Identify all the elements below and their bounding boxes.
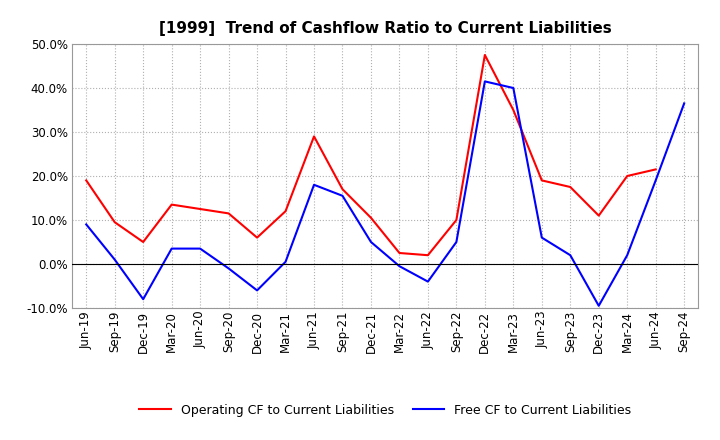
Operating CF to Current Liabilities: [225, 211, 233, 216]
Free CF to Current Liabilities: [395, 264, 404, 269]
Line: Free CF to Current Liabilities: Free CF to Current Liabilities: [86, 81, 684, 306]
Free CF to Current Liabilities: [282, 259, 290, 264]
Free CF to Current Liabilities: [139, 297, 148, 302]
Free CF to Current Liabilities: [82, 222, 91, 227]
Free CF to Current Liabilities: [595, 303, 603, 308]
Operating CF to Current Liabilities: [196, 206, 204, 212]
Operating CF to Current Liabilities: [82, 178, 91, 183]
Free CF to Current Liabilities: [196, 246, 204, 251]
Free CF to Current Liabilities: [652, 178, 660, 183]
Operating CF to Current Liabilities: [167, 202, 176, 207]
Operating CF to Current Liabilities: [139, 239, 148, 245]
Operating CF to Current Liabilities: [253, 235, 261, 240]
Free CF to Current Liabilities: [366, 239, 375, 245]
Free CF to Current Liabilities: [110, 257, 119, 262]
Operating CF to Current Liabilities: [282, 209, 290, 214]
Operating CF to Current Liabilities: [395, 250, 404, 256]
Line: Operating CF to Current Liabilities: Operating CF to Current Liabilities: [86, 55, 656, 255]
Operating CF to Current Liabilities: [338, 187, 347, 192]
Free CF to Current Liabilities: [566, 253, 575, 258]
Free CF to Current Liabilities: [167, 246, 176, 251]
Operating CF to Current Liabilities: [623, 173, 631, 179]
Operating CF to Current Liabilities: [480, 52, 489, 58]
Operating CF to Current Liabilities: [537, 178, 546, 183]
Free CF to Current Liabilities: [253, 288, 261, 293]
Operating CF to Current Liabilities: [652, 167, 660, 172]
Free CF to Current Liabilities: [423, 279, 432, 284]
Free CF to Current Liabilities: [623, 253, 631, 258]
Operating CF to Current Liabilities: [509, 107, 518, 113]
Operating CF to Current Liabilities: [452, 217, 461, 223]
Free CF to Current Liabilities: [509, 85, 518, 91]
Operating CF to Current Liabilities: [566, 184, 575, 190]
Operating CF to Current Liabilities: [310, 134, 318, 139]
Free CF to Current Liabilities: [452, 239, 461, 245]
Free CF to Current Liabilities: [225, 266, 233, 271]
Free CF to Current Liabilities: [338, 193, 347, 198]
Free CF to Current Liabilities: [680, 101, 688, 106]
Operating CF to Current Liabilities: [366, 215, 375, 220]
Free CF to Current Liabilities: [310, 182, 318, 187]
Operating CF to Current Liabilities: [595, 213, 603, 218]
Free CF to Current Liabilities: [537, 235, 546, 240]
Free CF to Current Liabilities: [480, 79, 489, 84]
Operating CF to Current Liabilities: [110, 220, 119, 225]
Title: [1999]  Trend of Cashflow Ratio to Current Liabilities: [1999] Trend of Cashflow Ratio to Curren…: [159, 21, 611, 36]
Legend: Operating CF to Current Liabilities, Free CF to Current Liabilities: Operating CF to Current Liabilities, Fre…: [135, 399, 636, 422]
Operating CF to Current Liabilities: [423, 253, 432, 258]
